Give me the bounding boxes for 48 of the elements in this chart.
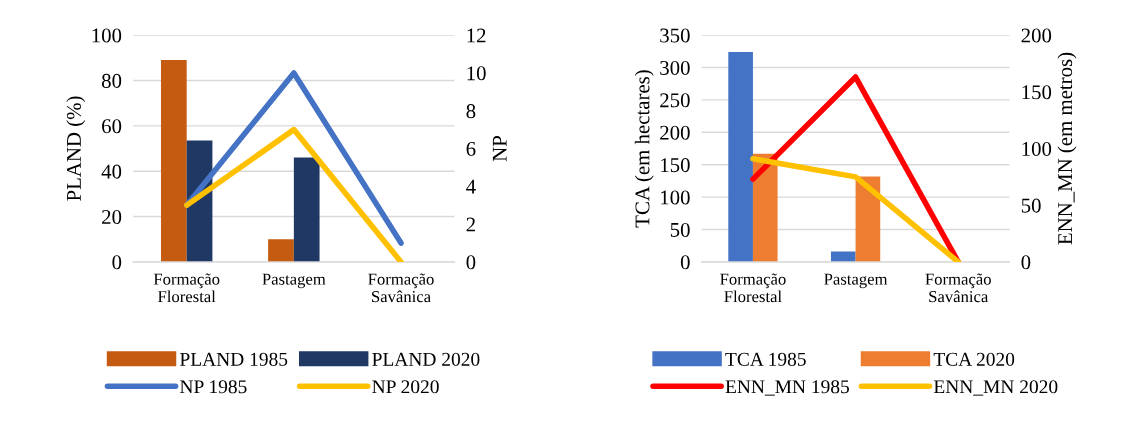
y2-tick-label: 100: [1022, 141, 1052, 156]
y2-axis-title: ENN_MN (em metros): [1057, 52, 1077, 245]
legend-label: NP 1985: [180, 380, 247, 394]
x-tick-label: Formação Florestal: [153, 273, 220, 303]
y-axis-title: PLAND (%): [66, 96, 86, 201]
bar: [293, 157, 320, 262]
y-axis-title: TCA (em hectares): [634, 70, 654, 228]
y-tick-label: 300: [660, 60, 690, 75]
legend-label: NP 2020: [372, 380, 439, 394]
y2-tick-label: 10: [467, 66, 486, 81]
y-tick-label: 100: [661, 190, 690, 205]
x-tick-label: Formação Florestal: [720, 273, 786, 303]
legend-label: ENN_MN 2020: [933, 380, 1058, 396]
y-tick-label: 350: [660, 28, 690, 43]
y-tick-label: 0: [680, 255, 690, 270]
x-tick-label: Formação Savânica: [368, 273, 434, 303]
y2-tick-label: 150: [1022, 85, 1052, 100]
legend-label: TCA 2020: [933, 352, 1015, 366]
y2-tick-label: 0: [1021, 255, 1031, 270]
legend-label: PLAND 1985: [180, 352, 288, 366]
y-tick-label: 150: [661, 158, 690, 173]
y2-tick-label: 12: [467, 28, 486, 43]
y-tick-label: 20: [102, 209, 122, 224]
legend-label: ENN_MN 1985: [725, 380, 849, 396]
legend-label: TCA 1985: [725, 352, 806, 366]
bar: [268, 239, 294, 262]
y2-tick-label: 8: [466, 104, 476, 119]
y-tick-label: 0: [112, 255, 122, 270]
bar: [160, 60, 187, 262]
y-tick-label: 60: [102, 119, 122, 134]
y-tick-label: 200: [660, 125, 690, 140]
y2-tick-label: 2: [466, 217, 475, 232]
bar: [728, 51, 753, 262]
y2-tick-label: 50: [1021, 198, 1041, 213]
y-tick-label: 40: [101, 164, 122, 179]
y-tick-label: 100: [92, 28, 122, 43]
y2-axis-title: NP: [492, 136, 507, 162]
x-tick-label: Pastagem: [824, 273, 888, 289]
y2-tick-label: 200: [1021, 28, 1052, 43]
y-tick-label: 50: [670, 222, 690, 237]
x-tick-label: Formação Savânica: [925, 273, 991, 303]
y2-tick-label: 0: [466, 255, 476, 270]
y-tick-label: 250: [660, 93, 690, 108]
y2-tick-label: 6: [466, 141, 476, 156]
y2-tick-label: 4: [466, 179, 476, 194]
x-tick-label: Pastagem: [262, 273, 326, 289]
y-tick-label: 80: [101, 73, 122, 88]
legend-label: PLAND 2020: [372, 352, 480, 366]
